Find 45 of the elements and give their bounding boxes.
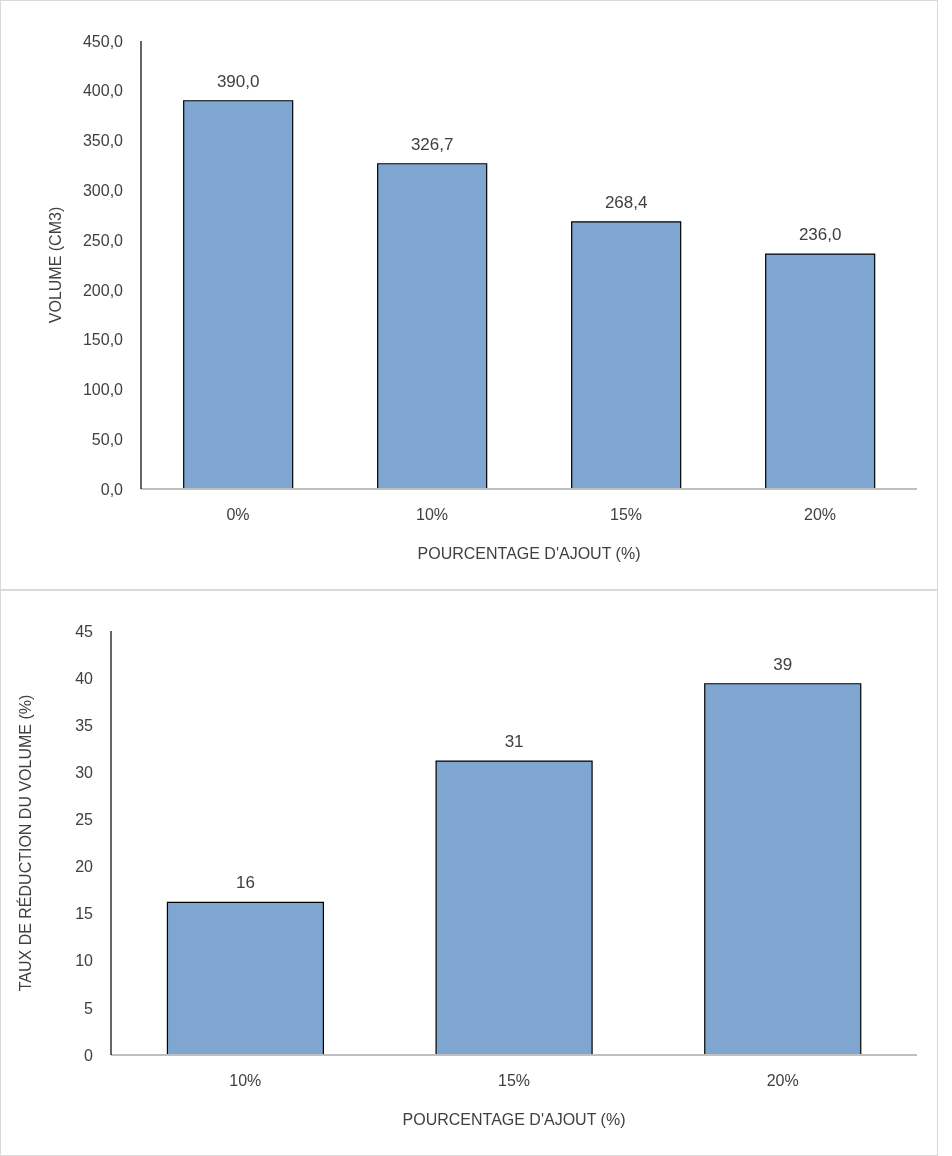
bar [183, 100, 294, 489]
y-tick-label: 50,0 [91, 430, 124, 448]
x-tick-label: 10% [229, 1072, 262, 1090]
y-tick-label: 100,0 [82, 381, 124, 399]
y-tick-label: 450,0 [82, 32, 124, 50]
bar [377, 163, 488, 489]
bar [435, 760, 593, 1055]
y-tick-label: 35 [75, 716, 94, 734]
y-tick-label: 25 [75, 811, 94, 829]
y-tick-label: 0 [84, 1046, 94, 1064]
data-label: 236,0 [798, 225, 842, 245]
y-tick-label: 200,0 [82, 281, 124, 299]
x-axis-title: POURCENTAGE D'AJOUT (%) [417, 545, 641, 562]
data-label: 31 [504, 732, 524, 752]
y-axis-title: TAUX DE RÉDUCTION DU VOLUME (%) [15, 694, 34, 992]
y-tick-label: 10 [75, 952, 94, 970]
data-label: 268,4 [604, 192, 648, 212]
y-tick-label: 300,0 [82, 182, 124, 200]
y-tick-label: 400,0 [82, 82, 124, 100]
y-tick-label: 5 [84, 999, 94, 1017]
y-tick-label: 30 [75, 764, 94, 782]
bar [765, 253, 876, 489]
x-tick-label: 15% [497, 1072, 531, 1090]
data-label: 39 [773, 654, 793, 674]
x-tick-label: 0% [226, 506, 250, 524]
data-label: 326,7 [410, 134, 454, 154]
y-tick-label: 20 [75, 858, 94, 876]
y-axis-title: VOLUME (CM3) [46, 206, 64, 324]
bar [704, 683, 862, 1055]
data-label: 16 [235, 873, 255, 893]
x-tick-label: 20% [766, 1072, 799, 1090]
y-tick-label: 350,0 [82, 132, 124, 150]
y-tick-label: 0,0 [100, 480, 124, 498]
y-tick-label: 45 [75, 622, 94, 640]
bar [166, 901, 325, 1055]
y-tick-label: 15 [75, 905, 94, 923]
data-label: 390,0 [216, 71, 260, 91]
bar [571, 221, 682, 489]
x-tick-label: 10% [415, 506, 449, 524]
y-tick-label: 250,0 [82, 231, 124, 249]
y-tick-label: 150,0 [82, 331, 124, 349]
x-tick-label: 20% [803, 506, 837, 524]
x-tick-label: 15% [609, 506, 643, 524]
y-tick-label: 40 [75, 669, 94, 687]
x-axis-title: POURCENTAGE D'AJOUT (%) [402, 1111, 626, 1128]
